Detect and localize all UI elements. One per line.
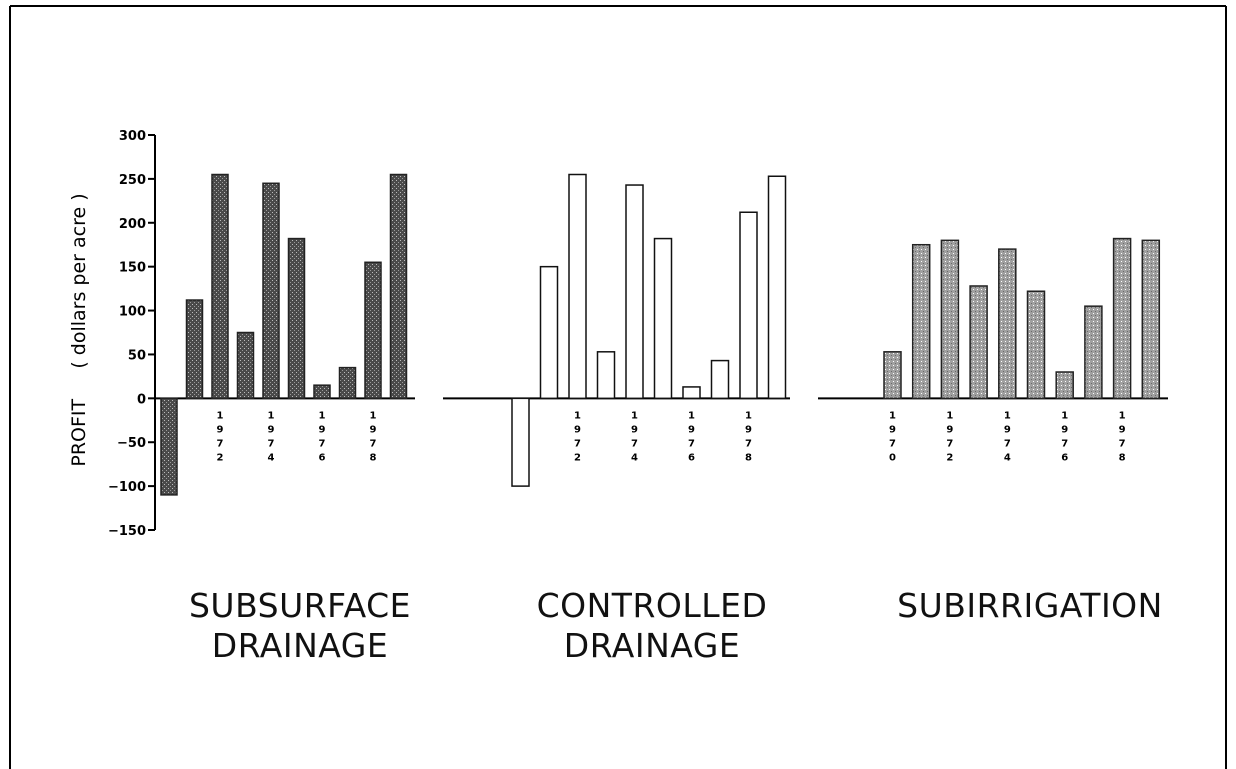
bar-1974	[998, 248, 1017, 400]
panel-title-subirrigation: SUBIRRIGATION	[880, 586, 1180, 626]
panel-title-line: SUBIRRIGATION	[897, 586, 1163, 625]
bar-1972	[940, 239, 960, 400]
bar-1972	[211, 173, 229, 400]
y-tick-label: −50	[117, 436, 146, 451]
bar-1978	[364, 261, 382, 400]
bar-1979	[767, 175, 787, 400]
y-axis-label: PROFIT ( dollars per acre )	[68, 193, 90, 466]
bar-1970	[883, 351, 902, 400]
bar-1976	[313, 384, 331, 400]
bar-1971	[911, 243, 931, 400]
bar-1975	[1026, 290, 1046, 400]
bar-1978	[739, 211, 758, 400]
bar-1976	[1055, 371, 1074, 400]
panel-title-controlled: CONTROLLED DRAINAGE	[502, 586, 802, 666]
y-tick-label: 0	[137, 392, 146, 407]
y-tick-label: 50	[128, 348, 146, 363]
y-tick-label: 250	[119, 173, 146, 188]
bar-1976	[682, 386, 701, 400]
panel-2: 1 9 7 2 1 9 7 4 1 9 7 6 1 9 7 8	[443, 173, 790, 487]
y-tick-label: 300	[119, 129, 146, 144]
bar-1972	[568, 173, 587, 400]
bar-1979	[389, 173, 408, 400]
y-tick-label: −100	[108, 480, 146, 495]
panel-title-line: CONTROLLED	[536, 586, 768, 625]
panel-3: 1 9 7 0 1 9 7 2 1 9 7 4 1 9 7 6 1 9 7 8	[818, 237, 1168, 463]
bar-1973	[236, 331, 255, 400]
y-tick-label: 200	[119, 217, 146, 232]
bar-1979	[1141, 239, 1161, 400]
panel-title-subsurface: SUBSURFACE DRAINAGE	[150, 586, 450, 666]
bar-1978	[1112, 237, 1132, 400]
bar-1973	[596, 351, 616, 400]
bar-1975	[653, 237, 673, 400]
bar-1970	[511, 397, 530, 487]
y-tick-label: 150	[119, 261, 146, 276]
bar-1977	[1084, 305, 1103, 400]
bar-1977	[338, 366, 357, 400]
bar-1971	[185, 299, 204, 400]
bar-1975	[287, 237, 306, 400]
bar-1973	[969, 285, 988, 400]
panel-title-line: DRAINAGE	[211, 626, 389, 665]
panel-title-line: DRAINAGE	[563, 626, 741, 665]
bar-1974	[262, 182, 280, 400]
bar-1974	[625, 184, 644, 400]
panel-1: 1 9 7 2 1 9 7 4 1 9 7 6 1 9 7 8	[155, 173, 415, 496]
panel-title-line: SUBSURFACE	[188, 586, 412, 625]
chart-panels: 1 9 7 2 1 9 7 4 1 9 7 6 1 9 7 8 1 9 7 2 1 9 7 4 1 9 7 6 1 9 7 8 1 9 7 0 1 9 7 2…	[155, 173, 1168, 496]
y-ticks: 300 250 200 150 100 50 0 −50 −100 −150	[108, 129, 155, 539]
bar-1970	[160, 397, 178, 496]
y-tick-label: 100	[119, 305, 146, 320]
bar-1971	[539, 265, 559, 400]
y-tick-label: −150	[108, 524, 146, 539]
bar-1977	[710, 359, 730, 400]
